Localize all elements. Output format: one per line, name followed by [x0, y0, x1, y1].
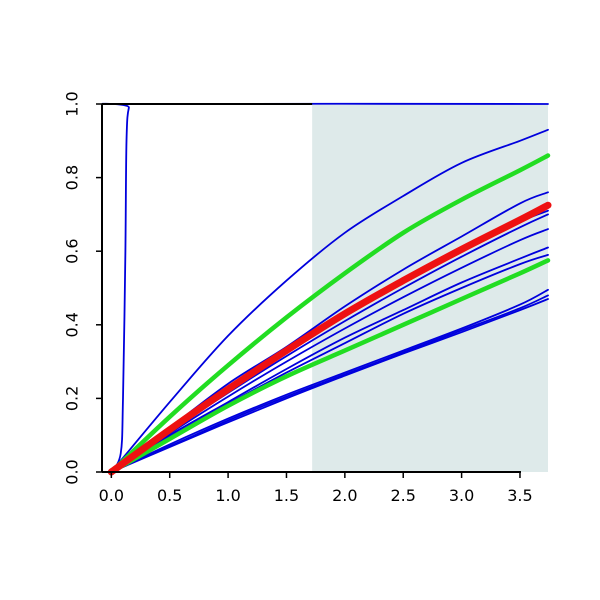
x-tick-label: 2.5: [390, 486, 415, 505]
x-tick-label: 3.0: [449, 486, 474, 505]
series-line-13-blue: [110, 294, 549, 473]
series-line-2-blue: [110, 128, 549, 473]
series-line-7-blue: [110, 228, 549, 473]
series-line-9-red: [107, 201, 552, 476]
series-line-3-green: [109, 153, 551, 475]
series-line-8-blue: [110, 246, 549, 473]
series-line-14-blue: [110, 298, 549, 473]
series-group: [101, 102, 552, 476]
series-line-11-green: [109, 258, 551, 475]
x-tick-label: 1.0: [215, 486, 240, 505]
shaded-region: [312, 104, 548, 472]
y-tick-label: 0.4: [63, 312, 82, 337]
y-tick-label: 1.0: [63, 91, 82, 116]
axes-group: 0.0 0.2 0.4 0.6 0.8 1.0 0.0 0.5 1.0 1.5 2.0 2.5 3.0 3…: [63, 91, 533, 505]
x-tick-label: 1.5: [274, 486, 299, 505]
x-tick-label: 2.0: [332, 486, 357, 505]
y-tick-label: 0.6: [63, 238, 82, 263]
x-tick-label: 0.0: [99, 486, 124, 505]
y-tick-label: 0.8: [63, 165, 82, 190]
y-tick-label: 0.0: [63, 459, 82, 484]
series-line-12-blue: [110, 288, 549, 473]
plot-background: [312, 104, 548, 472]
x-tick-label: 3.5: [507, 486, 532, 505]
x-tick-label: 0.5: [157, 486, 182, 505]
y-tick-label: 0.2: [63, 386, 82, 411]
